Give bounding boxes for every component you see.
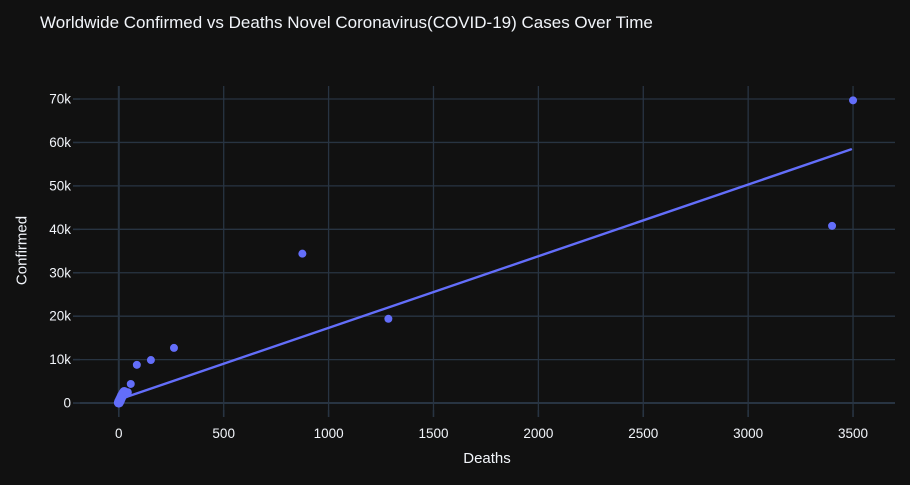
x-tick-label: 2500 <box>628 426 658 441</box>
x-tick-labels: 0 500 1000 1500 2000 2500 3000 3500 <box>115 426 868 441</box>
y-tick-label: 30k <box>49 265 71 280</box>
data-point[interactable] <box>146 356 155 365</box>
y-tick-label: 20k <box>49 309 71 324</box>
data-point[interactable] <box>132 360 141 369</box>
chart-title: Worldwide Confirmed vs Deaths Novel Coro… <box>40 13 653 32</box>
x-axis-title: Deaths <box>463 450 511 467</box>
y-tick-label: 40k <box>49 222 71 237</box>
x-tick-label: 3500 <box>838 426 868 441</box>
data-point[interactable] <box>298 249 307 258</box>
data-point[interactable] <box>384 314 393 323</box>
y-gridlines <box>80 98 895 405</box>
y-tick-label: 70k <box>49 92 71 107</box>
data-point[interactable] <box>123 388 132 397</box>
x-tick-label: 1000 <box>314 426 344 441</box>
data-point[interactable] <box>169 343 178 352</box>
trend-line[interactable] <box>117 148 853 401</box>
x-gridlines <box>117 86 854 410</box>
x-tick-label: 2000 <box>523 426 553 441</box>
x-tick-label: 1500 <box>418 426 448 441</box>
tick-marks <box>73 98 854 417</box>
data-point[interactable] <box>828 221 837 230</box>
y-tick-label: 0 <box>63 396 71 411</box>
y-tick-label: 10k <box>49 352 71 367</box>
data-points-group <box>113 96 858 408</box>
trend-line-group <box>117 148 853 401</box>
y-tick-label: 50k <box>49 178 71 193</box>
y-axis-title: Confirmed <box>13 215 31 286</box>
x-tick-label: 500 <box>212 426 235 441</box>
x-tick-label: 3000 <box>733 426 763 441</box>
y-tick-labels: 0 10k 20k 30k 40k 50k 60k 70k <box>49 92 71 411</box>
data-point[interactable] <box>849 96 858 105</box>
data-point[interactable] <box>126 379 135 388</box>
y-tick-label: 60k <box>49 135 71 150</box>
x-tick-label: 0 <box>115 426 123 441</box>
